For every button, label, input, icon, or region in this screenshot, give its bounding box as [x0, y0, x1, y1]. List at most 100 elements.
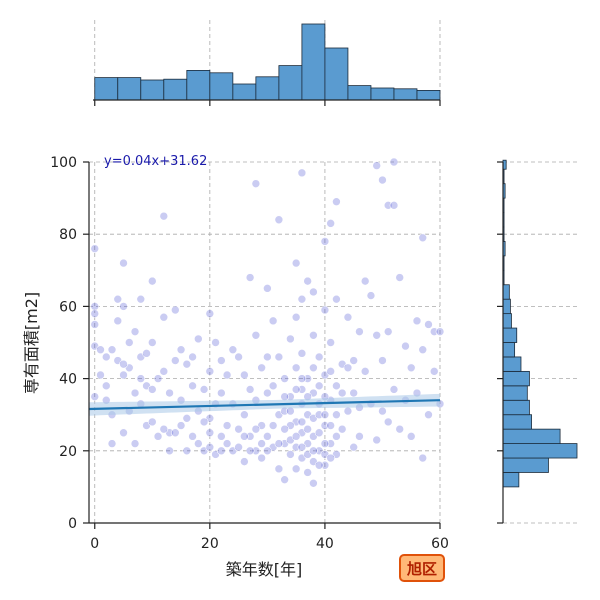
ward-badge-box — [399, 554, 445, 582]
scatter-points — [90, 157, 445, 488]
scatter-point — [199, 417, 209, 427]
top-histogram-bar — [232, 83, 257, 101]
scatter-point — [136, 294, 146, 304]
scatter-point — [291, 363, 301, 373]
right-histogram-bar — [502, 399, 530, 416]
scatter-point — [96, 370, 105, 380]
scatter-point — [182, 414, 192, 423]
scatter-point — [280, 475, 289, 484]
scatter-point — [263, 432, 272, 441]
scatter-point — [194, 439, 203, 448]
scatter-point — [326, 453, 335, 463]
right-histogram-bar — [502, 457, 549, 473]
scatter-point — [406, 363, 416, 373]
scatter-point — [142, 349, 151, 358]
scatter-point — [314, 381, 324, 391]
scatter-point — [240, 410, 249, 420]
top-histogram-ticks — [94, 100, 441, 106]
top-histogram-bar — [278, 65, 303, 101]
scatter-point — [332, 381, 341, 391]
scatter-point — [101, 381, 111, 391]
scatter-point — [343, 363, 353, 373]
top-histogram-bar — [416, 90, 441, 101]
scatter-point — [274, 464, 284, 474]
scatter-point — [297, 442, 307, 452]
scatter-point — [309, 287, 318, 297]
top-histogram-bar — [324, 47, 349, 101]
scatter-point — [240, 432, 249, 441]
scatter-point — [251, 179, 261, 188]
top-histogram-bar — [163, 78, 188, 101]
scatter-point — [424, 410, 433, 420]
right-histogram-bar — [502, 284, 510, 300]
right-histogram-panel — [497, 159, 580, 524]
scatter-point — [435, 327, 445, 336]
scatter-point — [355, 327, 364, 336]
right-histogram-bar — [502, 428, 561, 444]
scatter-point — [222, 370, 232, 380]
right-histogram-bar — [502, 472, 520, 488]
scatter-point — [217, 432, 226, 441]
scatter-point — [389, 385, 399, 394]
scatter-point — [320, 439, 330, 448]
scatter-point — [378, 406, 387, 416]
scatter-point — [90, 244, 100, 253]
scatter-point — [147, 385, 157, 394]
scatter-point — [395, 424, 405, 434]
top-histogram-bar — [209, 72, 234, 101]
x-tick-label: 20 — [201, 536, 219, 552]
y-tick-label: 80 — [59, 227, 77, 243]
scatter-point — [257, 439, 266, 448]
scatter-point — [332, 197, 341, 207]
scatter-point — [303, 276, 312, 286]
top-histogram-bar — [186, 70, 211, 101]
scatter-point — [268, 381, 278, 391]
scatter-point — [309, 330, 318, 340]
top-histogram-bar — [117, 77, 142, 101]
scatter-point — [136, 374, 146, 383]
right-histogram-bar — [502, 414, 532, 430]
scatter-point — [188, 432, 197, 441]
scatter-point — [349, 442, 358, 452]
scatter-point — [107, 345, 117, 355]
scatter-point — [297, 417, 307, 427]
scatter-point — [268, 421, 278, 430]
top-histogram-panel — [93, 20, 441, 106]
scatter-point — [217, 356, 226, 365]
scatter-point — [326, 338, 335, 347]
scatter-point — [297, 294, 307, 304]
scatter-point — [90, 392, 100, 401]
right-histogram-bar — [502, 356, 522, 372]
scatter-point — [280, 374, 289, 383]
scatter-point — [429, 367, 439, 376]
scatter-point — [90, 320, 100, 329]
scatter-point — [274, 439, 284, 448]
scatter-point — [343, 312, 353, 322]
scatter-point — [286, 450, 295, 459]
scatter-point — [107, 439, 117, 448]
scatter-point — [119, 370, 128, 380]
scatter-point — [182, 446, 192, 456]
scatter-point — [217, 446, 226, 456]
scatter-point — [320, 410, 330, 420]
scatter-point — [349, 388, 358, 398]
scatter-point — [234, 442, 243, 452]
scatter-point — [309, 363, 318, 373]
scatter-point — [280, 392, 289, 401]
main-plot-grid — [89, 161, 441, 524]
scatter-point — [291, 258, 301, 268]
scatter-point — [147, 417, 157, 427]
scatter-point — [343, 406, 353, 416]
top-histogram-bar — [393, 88, 418, 101]
top-histogram-bars — [94, 23, 441, 101]
scatter-point — [124, 338, 134, 347]
scatter-point — [257, 363, 266, 373]
scatter-point — [222, 421, 232, 430]
scatter-point — [147, 276, 157, 286]
scatter-point — [395, 273, 405, 282]
scatter-point — [303, 424, 312, 434]
scatter-point — [257, 453, 266, 463]
scatter-point — [182, 359, 192, 369]
scatter-point — [389, 201, 399, 210]
scatter-point — [389, 157, 399, 167]
